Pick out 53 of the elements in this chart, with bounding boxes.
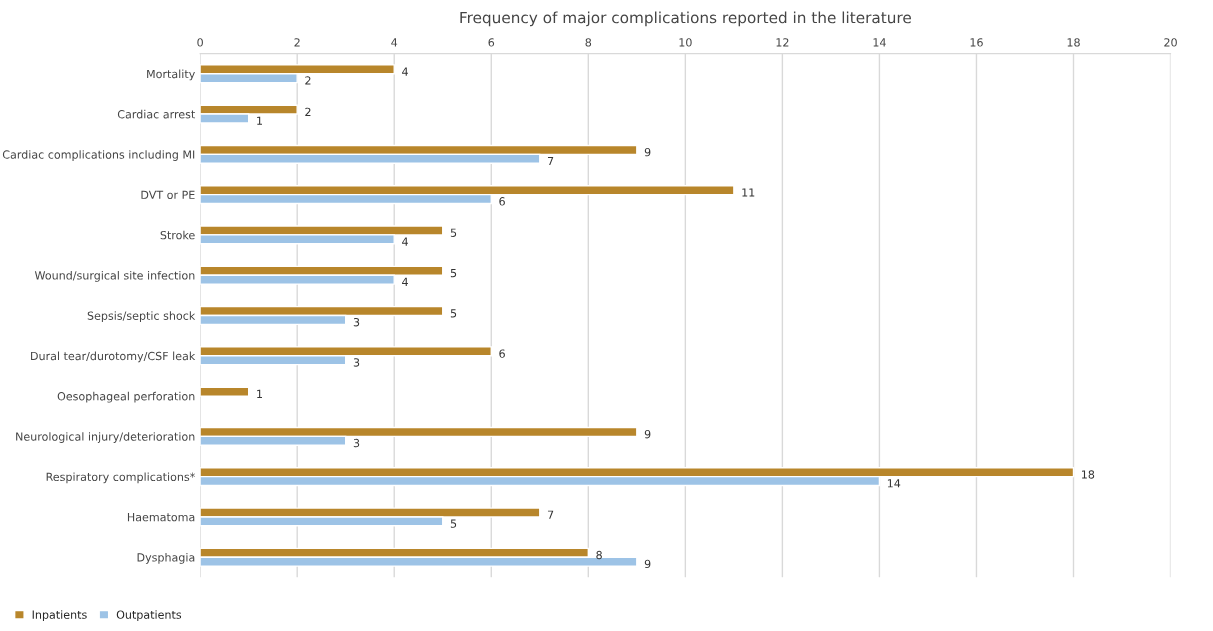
y-tick-label: Dural tear/durotomy/CSF leak	[31, 351, 196, 363]
data-label: 9	[644, 429, 651, 439]
y-tick-label: Dysphagia	[137, 553, 195, 564]
x-tick-label: 4	[391, 38, 398, 47]
data-label: 5	[450, 309, 457, 318]
data-label: 3	[353, 438, 360, 448]
data-label: 5	[450, 519, 457, 528]
data-label: 6	[499, 349, 505, 358]
x-tick-label: 10	[679, 38, 692, 47]
y-tick-label: Haematoma	[127, 513, 195, 522]
x-tick-label: 12	[776, 38, 789, 47]
x-tick-label: 16	[970, 38, 983, 47]
data-label: 1	[257, 116, 262, 125]
x-tick-label: 18	[1067, 38, 1080, 47]
data-label: 7	[547, 510, 554, 519]
y-tick-label: Cardiac arrest	[117, 109, 196, 119]
data-label: 5	[450, 228, 457, 237]
y-tick-label: Cardiac complications including MI	[2, 150, 195, 161]
y-tick-label: Wound/surgical site infection	[34, 270, 195, 282]
x-tick-label: 6	[488, 38, 495, 47]
y-tick-label: Stroke	[160, 230, 195, 240]
x-tick-label: 8	[585, 38, 592, 47]
data-label: 4	[402, 67, 408, 76]
data-label: 4	[402, 277, 408, 286]
data-label: 14	[887, 479, 901, 488]
y-tick-label: Respiratory complications*	[46, 472, 195, 484]
data-label: 9	[644, 559, 651, 569]
x-tick-label: 20	[1164, 38, 1177, 47]
data-label: 8	[596, 550, 602, 560]
y-tick-label: Neurological injury/deterioration	[16, 432, 195, 443]
y-tick-label: Mortality	[147, 69, 195, 81]
legend-label: Inpatients	[32, 610, 87, 621]
data-label: 3	[353, 358, 360, 367]
y-tick-label: Oesophageal perforation	[57, 391, 195, 403]
data-label: 18	[1082, 470, 1095, 479]
bar	[200, 386, 250, 397]
chart-title: Frequency of major complications reported in the literature	[460, 11, 911, 27]
y-tick-label: DVT or PE	[141, 190, 195, 200]
data-label: 2	[305, 107, 311, 116]
data-label: 1	[257, 389, 262, 398]
y-tick-label: Sepsis/septic shock	[87, 311, 196, 323]
data-label: 7	[547, 156, 554, 166]
data-label: 4	[402, 237, 408, 246]
data-label: 11	[742, 188, 755, 197]
data-label: 6	[499, 197, 505, 206]
data-label: 9	[644, 147, 651, 157]
data-label: 3	[353, 317, 360, 327]
data-label: 2	[305, 76, 311, 85]
x-tick-label: 2	[294, 38, 300, 47]
legend-label: Outpatients	[116, 610, 182, 621]
x-tick-label: 0	[197, 38, 203, 47]
x-tick-label: 14	[873, 38, 886, 47]
data-label: 5	[450, 268, 457, 278]
